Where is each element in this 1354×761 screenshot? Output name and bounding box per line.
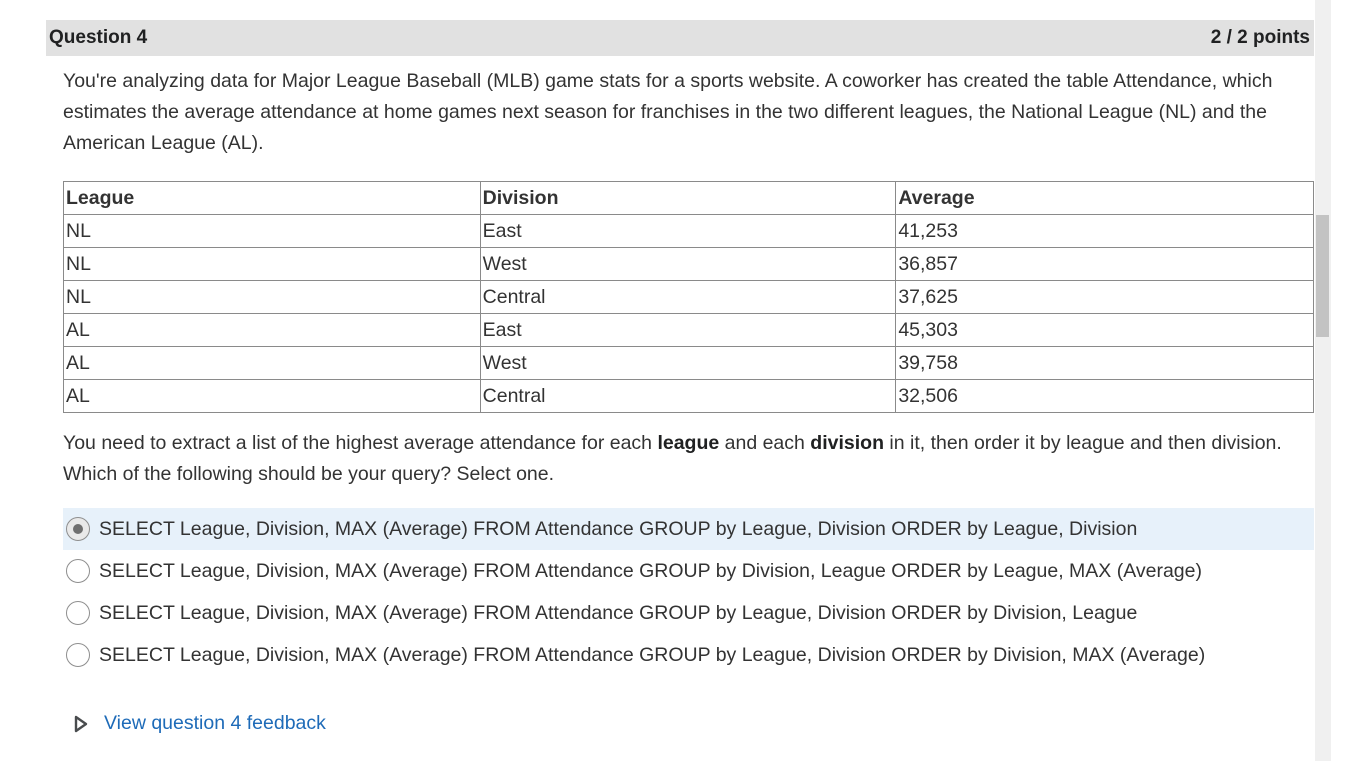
cell-average: 36,857 — [895, 247, 1314, 281]
answer-option-label: SELECT League, Division, MAX (Average) F… — [99, 643, 1206, 666]
question-points: 2 / 2 points — [1210, 27, 1310, 48]
question-header: Question 4 2 / 2 points — [46, 20, 1314, 56]
cell-average: 41,253 — [895, 214, 1314, 248]
radio-button[interactable] — [66, 601, 90, 625]
table-row: NL Central 37,625 — [63, 280, 1314, 314]
answer-option-4[interactable]: SELECT League, Division, MAX (Average) F… — [63, 634, 1314, 676]
caret-right-icon — [74, 715, 88, 732]
question-instruction: You need to extract a list of the highes… — [63, 428, 1308, 490]
column-header-average: Average — [895, 181, 1314, 215]
cell-average: 39,758 — [895, 346, 1314, 380]
scrollbar-thumb[interactable] — [1316, 215, 1329, 337]
question-title: Question 4 — [49, 27, 148, 48]
question-prompt: You're analyzing data for Major League B… — [63, 70, 1273, 154]
table-header-row: League Division Average — [63, 181, 1314, 215]
cell-division: East — [479, 214, 897, 248]
cell-division: Central — [479, 379, 897, 413]
cell-league: AL — [63, 379, 481, 413]
instruction-text: and each — [719, 432, 811, 454]
instruction-emphasis-division: division — [810, 432, 884, 454]
cell-division: East — [479, 313, 897, 347]
answer-option-3[interactable]: SELECT League, Division, MAX (Average) F… — [63, 592, 1314, 634]
radio-button[interactable] — [66, 517, 90, 541]
instruction-emphasis-league: league — [657, 432, 720, 454]
answer-option-label: SELECT League, Division, MAX (Average) F… — [99, 601, 1138, 624]
cell-league: AL — [63, 346, 481, 380]
cell-average: 45,303 — [895, 313, 1314, 347]
instruction-text: You need to extract a list of the highes… — [63, 432, 658, 454]
cell-league: NL — [63, 280, 481, 314]
cell-division: West — [479, 247, 897, 281]
cell-average: 32,506 — [895, 379, 1314, 413]
cell-division: Central — [479, 280, 897, 314]
answer-option-1[interactable]: SELECT League, Division, MAX (Average) F… — [63, 508, 1314, 550]
cell-division: West — [479, 346, 897, 380]
column-header-division: Division — [479, 181, 897, 215]
answer-option-label: SELECT League, Division, MAX (Average) F… — [99, 517, 1138, 540]
cell-league: NL — [63, 214, 481, 248]
table-row: AL West 39,758 — [63, 346, 1314, 380]
column-header-league: League — [63, 181, 481, 215]
table-row: AL East 45,303 — [63, 313, 1314, 347]
answer-options: SELECT League, Division, MAX (Average) F… — [63, 508, 1314, 676]
scrollbar-track[interactable] — [1315, 0, 1331, 761]
radio-button[interactable] — [66, 643, 90, 667]
attendance-table: League Division Average NL East 41,253 N… — [63, 181, 1314, 413]
cell-average: 37,625 — [895, 280, 1314, 314]
cell-league: AL — [63, 313, 481, 347]
table-row: NL West 36,857 — [63, 247, 1314, 281]
answer-option-2[interactable]: SELECT League, Division, MAX (Average) F… — [63, 550, 1314, 592]
view-feedback-link[interactable]: View question 4 feedback — [104, 712, 326, 734]
answer-option-label: SELECT League, Division, MAX (Average) F… — [99, 559, 1202, 582]
instruction-text: in it, then order it by league and then … — [63, 432, 1282, 485]
table-row: NL East 41,253 — [63, 214, 1314, 248]
cell-league: NL — [63, 247, 481, 281]
radio-button[interactable] — [66, 559, 90, 583]
table-row: AL Central 32,506 — [63, 379, 1314, 413]
view-feedback-toggle[interactable]: View question 4 feedback — [74, 712, 326, 735]
